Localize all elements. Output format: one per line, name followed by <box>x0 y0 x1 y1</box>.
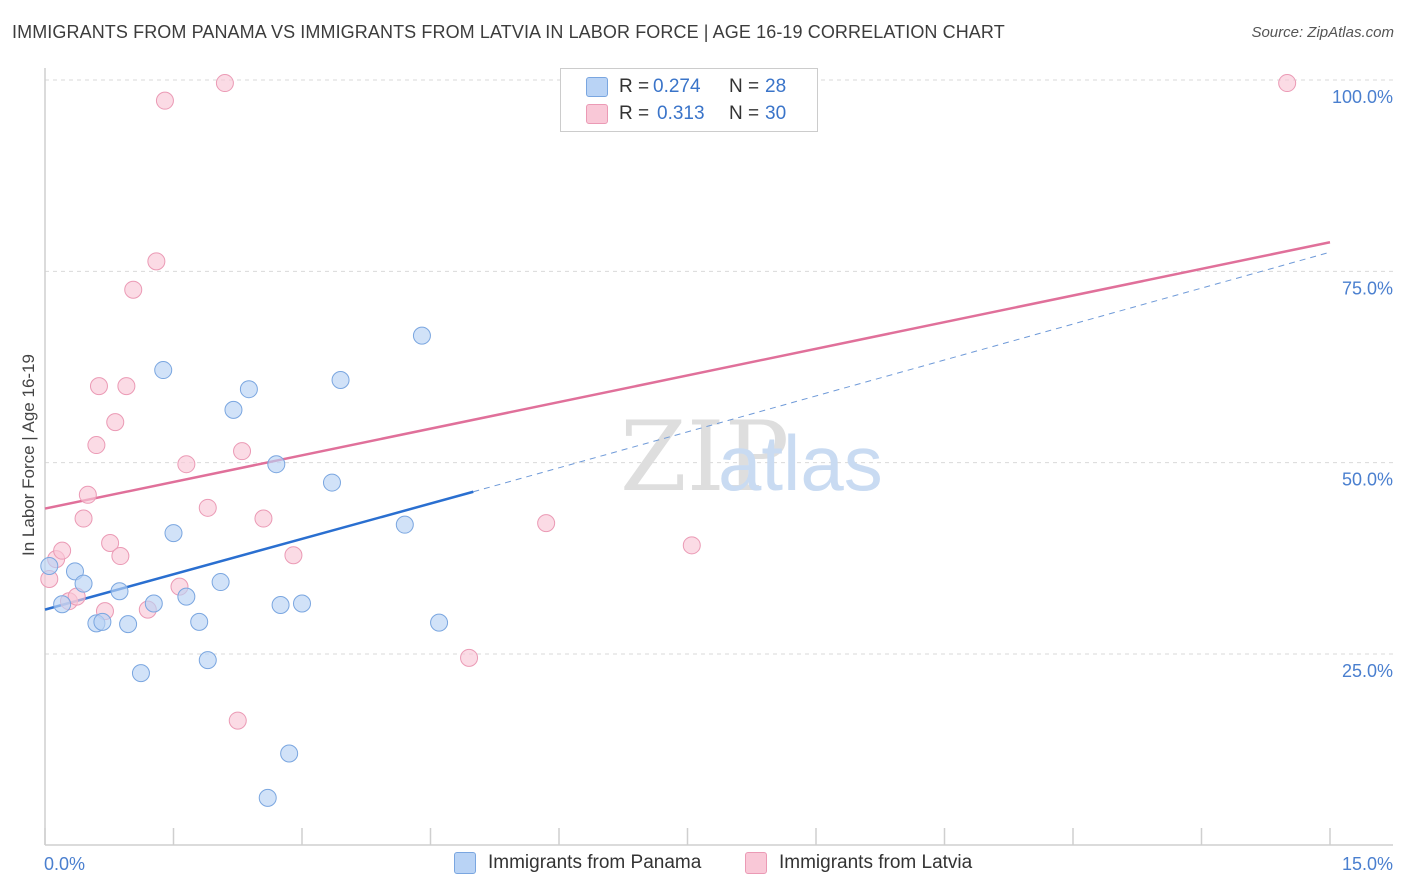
latvia-point <box>215 74 234 93</box>
panama-point <box>430 613 449 632</box>
latvia-point <box>177 455 196 474</box>
y-tick-label: 100.0% <box>1332 87 1393 107</box>
data-points <box>40 74 1297 807</box>
y-axis-label: In Labor Force | Age 16-19 <box>19 354 38 556</box>
panama-point <box>322 473 341 492</box>
panama-point <box>154 361 173 380</box>
panama-point <box>224 400 243 419</box>
panama-point <box>144 594 163 613</box>
chart-title: IMMIGRANTS FROM PANAMA VS IMMIGRANTS FRO… <box>12 22 1005 42</box>
source-label: Source: ZipAtlas.com <box>1251 24 1394 41</box>
bottom-panama-swatch <box>454 852 476 874</box>
panama-point <box>280 744 299 763</box>
latvia-point <box>87 436 106 455</box>
panama-point <box>211 573 230 592</box>
panama-point <box>412 326 431 345</box>
bottom-latvia-swatch <box>745 852 767 874</box>
latvia-swatch <box>586 104 608 124</box>
panama-r-value: 0.274 <box>653 76 701 97</box>
panama-r-label: R = <box>619 76 650 97</box>
panama-point <box>119 615 138 634</box>
latvia-point <box>460 648 479 667</box>
latvia-point <box>89 377 108 396</box>
latvia-point <box>1278 74 1297 93</box>
panama-point <box>395 515 414 534</box>
latvia-r-value: 0.313 <box>657 103 705 124</box>
latvia-point <box>228 711 247 730</box>
latvia-point <box>284 546 303 565</box>
panama-point <box>293 594 311 613</box>
tick-labels: 25.0% 50.0% 75.0% 100.0% 0.0% 15.0% <box>44 87 1393 874</box>
latvia-point <box>682 536 701 555</box>
bottom-legend-latvia: Immigrants from Latvia <box>745 852 972 874</box>
panama-n-label: N = <box>729 76 760 97</box>
latvia-point <box>233 442 252 461</box>
latvia-n-value: 30 <box>765 103 787 124</box>
panama-point <box>65 562 84 581</box>
panama-point <box>131 664 150 683</box>
latvia-point <box>78 485 97 504</box>
panama-point <box>93 612 112 631</box>
latvia-trend-line <box>44 241 1331 510</box>
watermark: ZIP atlas <box>620 401 883 513</box>
latvia-point <box>106 413 125 432</box>
panama-n-value: 28 <box>765 76 787 97</box>
latvia-n-label: N = <box>729 103 760 124</box>
latvia-r-label: R = <box>619 103 650 124</box>
latvia-point <box>124 280 143 299</box>
latvia-point <box>198 498 217 517</box>
y-tick-label: 50.0% <box>1342 470 1393 490</box>
panama-point <box>164 524 183 543</box>
latvia-point <box>111 547 130 566</box>
stats-legend: R = 0.274 N = 28 R = 0.313 N = 30 <box>560 68 818 132</box>
bottom-legend-panama: Immigrants from Panama <box>454 852 701 874</box>
latvia-point <box>101 534 120 553</box>
panama-point <box>239 380 258 399</box>
bottom-latvia-label: Immigrants from Latvia <box>779 852 973 873</box>
y-tick-label: 25.0% <box>1342 661 1393 681</box>
bottom-panama-label: Immigrants from Panama <box>488 852 702 873</box>
latvia-point <box>117 377 136 396</box>
x-tick-label: 0.0% <box>44 854 85 874</box>
latvia-point <box>74 509 93 528</box>
watermark-atlas: atlas <box>718 419 883 507</box>
panama-point <box>198 651 217 670</box>
watermark-zip: ZIP <box>620 401 789 513</box>
latvia-point <box>537 514 556 533</box>
y-tick-label: 75.0% <box>1342 278 1393 298</box>
x-tick-label: 15.0% <box>1342 854 1393 874</box>
latvia-point <box>155 91 174 110</box>
axes <box>44 68 1393 846</box>
latvia-point <box>53 541 72 560</box>
panama-point <box>74 574 93 593</box>
panama-point <box>40 556 59 575</box>
panama-point <box>53 595 72 614</box>
panama-point <box>177 587 196 606</box>
panama-point <box>331 371 350 390</box>
latvia-point <box>254 509 273 528</box>
panama-trend-extension <box>473 251 1331 493</box>
panama-point <box>190 612 209 631</box>
panama-point <box>271 596 290 615</box>
panama-point <box>110 582 129 601</box>
panama-swatch <box>586 77 608 97</box>
grid <box>45 79 1393 655</box>
panama-point <box>267 455 286 474</box>
panama-point <box>258 788 277 807</box>
latvia-point <box>147 252 166 271</box>
